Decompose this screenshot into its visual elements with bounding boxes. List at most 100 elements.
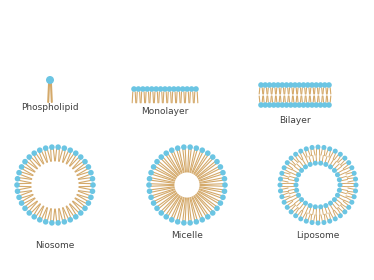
Circle shape <box>199 147 205 153</box>
Circle shape <box>303 200 308 206</box>
Circle shape <box>267 82 272 88</box>
Circle shape <box>282 165 286 170</box>
Circle shape <box>199 217 205 223</box>
Circle shape <box>328 164 333 169</box>
Circle shape <box>267 102 272 108</box>
Circle shape <box>316 144 321 150</box>
Circle shape <box>149 86 154 92</box>
Circle shape <box>296 193 301 198</box>
Circle shape <box>338 213 343 218</box>
Circle shape <box>323 203 328 208</box>
Circle shape <box>158 86 163 92</box>
Circle shape <box>169 147 175 153</box>
Circle shape <box>184 86 190 92</box>
Circle shape <box>222 188 227 194</box>
Circle shape <box>88 170 94 176</box>
Circle shape <box>278 183 282 188</box>
Circle shape <box>353 188 358 193</box>
Circle shape <box>321 220 327 225</box>
Text: Phospholipid: Phospholipid <box>21 103 79 112</box>
Circle shape <box>90 182 96 188</box>
Circle shape <box>313 82 319 88</box>
Circle shape <box>335 172 340 177</box>
Circle shape <box>210 154 215 160</box>
Circle shape <box>337 188 342 193</box>
Circle shape <box>43 145 49 151</box>
Circle shape <box>171 86 177 92</box>
Circle shape <box>73 214 79 220</box>
Circle shape <box>62 219 67 225</box>
Circle shape <box>55 220 61 226</box>
Circle shape <box>15 188 20 194</box>
Circle shape <box>37 217 43 223</box>
Circle shape <box>88 195 94 200</box>
Circle shape <box>220 170 226 176</box>
Circle shape <box>258 82 264 88</box>
Circle shape <box>78 154 83 160</box>
Circle shape <box>271 82 276 88</box>
Circle shape <box>321 145 327 150</box>
Circle shape <box>163 214 169 220</box>
Circle shape <box>189 86 194 92</box>
Circle shape <box>43 219 49 225</box>
Circle shape <box>220 195 226 200</box>
Circle shape <box>309 102 315 108</box>
Circle shape <box>293 213 298 218</box>
Circle shape <box>279 82 285 88</box>
Circle shape <box>222 182 228 188</box>
Circle shape <box>31 150 37 156</box>
Circle shape <box>353 183 359 188</box>
Circle shape <box>22 159 28 164</box>
Circle shape <box>154 159 160 164</box>
Circle shape <box>327 219 332 224</box>
Circle shape <box>90 176 95 181</box>
Circle shape <box>289 156 294 161</box>
Circle shape <box>285 160 290 165</box>
Text: Monolayer: Monolayer <box>141 107 189 116</box>
Text: Micelle: Micelle <box>171 232 203 241</box>
Circle shape <box>175 219 181 225</box>
Circle shape <box>346 205 351 210</box>
Circle shape <box>310 145 315 150</box>
Circle shape <box>282 200 286 205</box>
Circle shape <box>352 171 357 176</box>
Circle shape <box>338 152 343 157</box>
Circle shape <box>181 144 187 150</box>
Circle shape <box>335 193 340 198</box>
Circle shape <box>318 204 323 209</box>
Text: Bilayer: Bilayer <box>279 116 311 125</box>
Circle shape <box>279 102 285 108</box>
Circle shape <box>163 150 169 156</box>
Circle shape <box>175 145 181 151</box>
Circle shape <box>318 82 323 88</box>
Circle shape <box>86 164 91 170</box>
Circle shape <box>332 197 337 202</box>
Circle shape <box>162 86 168 92</box>
Circle shape <box>214 206 220 211</box>
Circle shape <box>153 86 159 92</box>
Circle shape <box>323 162 328 167</box>
Circle shape <box>353 177 358 181</box>
Circle shape <box>288 82 294 88</box>
Circle shape <box>297 82 302 88</box>
Circle shape <box>279 171 284 176</box>
Circle shape <box>175 86 181 92</box>
Circle shape <box>279 194 284 199</box>
Circle shape <box>136 86 141 92</box>
Circle shape <box>299 168 304 173</box>
Circle shape <box>19 164 24 170</box>
Circle shape <box>205 150 211 156</box>
Circle shape <box>333 149 338 154</box>
Circle shape <box>222 176 227 181</box>
Circle shape <box>342 209 347 214</box>
Circle shape <box>15 176 20 181</box>
Circle shape <box>304 219 309 224</box>
Circle shape <box>19 200 24 206</box>
Circle shape <box>159 154 164 160</box>
Circle shape <box>288 102 294 108</box>
Circle shape <box>310 220 315 225</box>
Circle shape <box>263 82 268 88</box>
Circle shape <box>193 219 199 225</box>
Circle shape <box>342 156 347 161</box>
Circle shape <box>148 195 154 200</box>
